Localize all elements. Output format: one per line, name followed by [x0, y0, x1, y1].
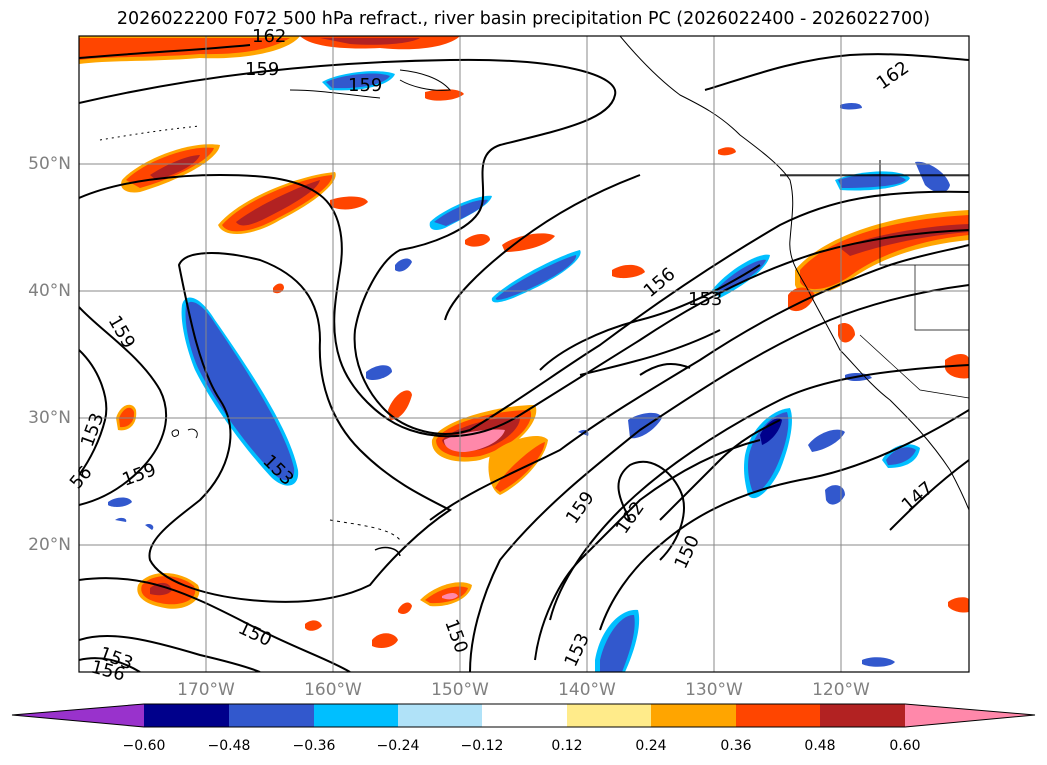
- colorbar-segment: [736, 704, 820, 727]
- colorbar-segment: [314, 704, 398, 727]
- lon-label: 140°W: [558, 680, 616, 700]
- lat-label: 20°N: [28, 535, 71, 555]
- positive-anomaly-patches: [79, 36, 969, 648]
- map-frame: [78, 35, 970, 673]
- contour-label: 159: [348, 75, 382, 96]
- colorbar-tick-label: −0.12: [460, 738, 504, 754]
- colorbar-segment: [12, 704, 144, 727]
- lon-label: 130°W: [685, 680, 743, 700]
- colorbar-tick-label: 0.12: [551, 738, 583, 754]
- lon-label: 160°W: [304, 680, 362, 700]
- colorbar-segment: [144, 704, 229, 727]
- colorbar-tick-label: −0.60: [122, 738, 166, 754]
- colorbar-tick-label: −0.24: [376, 738, 420, 754]
- colorbar-outline: [11, 703, 1036, 728]
- lat-label: 30°N: [28, 408, 71, 428]
- colorbar: [11, 703, 1036, 728]
- map-title: 2026022200 F072 500 hPa refract., river …: [116, 9, 931, 29]
- gridlines: [79, 36, 969, 672]
- colorbar-tick-label: 0.36: [720, 738, 752, 754]
- contour-label: 159: [245, 59, 279, 80]
- lon-label: 150°W: [431, 680, 489, 700]
- colorbar-segment: [567, 704, 651, 727]
- colorbar-tick-label: −0.48: [207, 738, 251, 754]
- colorbar-segment: [398, 704, 482, 727]
- contour-lines: [79, 44, 969, 672]
- lat-label: 40°N: [28, 281, 71, 301]
- lon-label: 170°W: [177, 680, 235, 700]
- colorbar-tick-label: 0.60: [889, 738, 921, 754]
- colorbar-segment: [229, 704, 314, 727]
- colorbar-segment: [905, 704, 1035, 727]
- coastlines: [99, 36, 969, 557]
- colorbar-tick-label: 0.24: [635, 738, 667, 754]
- colorbar-segment: [651, 704, 736, 727]
- contour-label: 153: [688, 289, 722, 310]
- colorbar-segment: [820, 704, 905, 727]
- colorbar-tick-label: 0.48: [804, 738, 836, 754]
- colorbar-tick-label: −0.36: [292, 738, 336, 754]
- colorbar-segment: [482, 704, 567, 727]
- lon-label: 120°W: [812, 680, 870, 700]
- lat-label: 50°N: [28, 154, 71, 174]
